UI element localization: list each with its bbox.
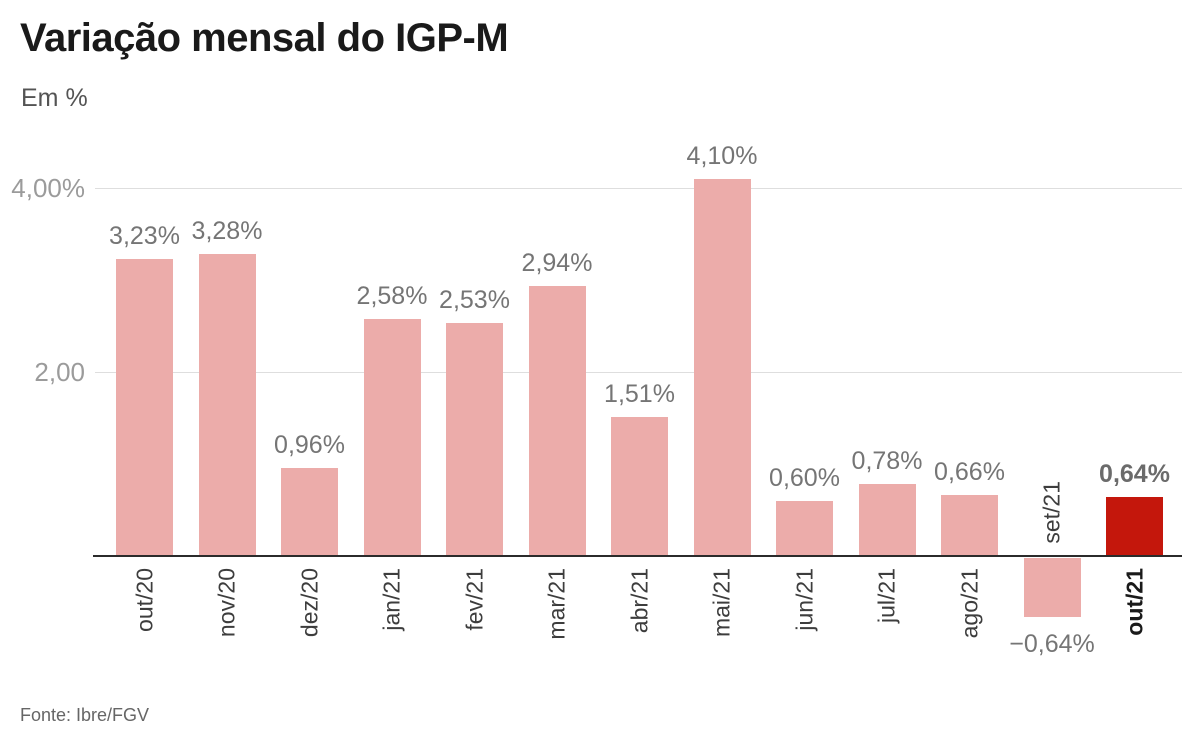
bar-value-label: 0,78% <box>851 447 923 476</box>
y-axis-tick-label: 4,00% <box>11 173 85 203</box>
x-axis-label: fev/21 <box>461 568 487 631</box>
bar-set-21 <box>1023 558 1081 617</box>
bar-value-label: 0,66% <box>934 458 1005 487</box>
bar-out-20 <box>116 258 173 556</box>
bar-value-label: 3,28% <box>191 217 263 246</box>
chart-unit-label: Em % <box>21 84 88 112</box>
bar-abr-21 <box>611 417 668 556</box>
bar-value-label: 2,53% <box>439 286 510 315</box>
bar-dez-20 <box>281 467 338 556</box>
bar-value-label: −0,64% <box>1009 629 1095 658</box>
x-axis-label: jul/21 <box>873 568 900 623</box>
x-axis-label: out/20 <box>131 568 157 632</box>
source-caption: Fonte: Ibre/FGV <box>20 705 150 725</box>
bar-fev-21 <box>446 323 503 556</box>
bar-value-label: 3,23% <box>109 221 180 250</box>
bar-value-label: 2,58% <box>356 281 428 310</box>
bar-value-label: 2,94% <box>521 248 593 277</box>
bar-ago-21 <box>941 495 998 556</box>
x-axis-label: jun/21 <box>791 568 817 631</box>
bar-jun-21 <box>776 500 833 556</box>
bar-nov-20 <box>198 254 256 556</box>
bar-value-label: 0,96% <box>274 430 345 459</box>
x-axis-label: mai/21 <box>708 568 735 638</box>
x-axis-label: nov/20 <box>213 568 240 638</box>
bar-mai-21 <box>693 178 751 556</box>
bar-jan-21 <box>363 318 421 556</box>
y-gridline <box>95 372 1182 373</box>
bar-jul-21 <box>858 484 916 556</box>
x-axis-label: dez/20 <box>296 568 322 638</box>
x-axis-label: set/21 <box>1038 481 1065 544</box>
x-axis-line <box>93 555 1182 557</box>
bar-mar-21 <box>528 285 586 556</box>
x-axis-label: out/21 <box>1121 568 1147 636</box>
bar-out-21 <box>1106 497 1163 556</box>
bar-value-label: 4,10% <box>686 141 758 170</box>
bar-value-label: 0,60% <box>769 463 840 492</box>
bar-value-label: 0,64% <box>1099 460 1170 489</box>
bar-value-label: 1,51% <box>604 380 675 409</box>
x-axis-label: abr/21 <box>626 568 652 634</box>
y-axis-tick-label: 2,00 <box>34 357 85 387</box>
y-gridline <box>95 188 1182 189</box>
x-axis-label: jan/21 <box>378 568 405 631</box>
x-axis-label: mar/21 <box>543 568 570 640</box>
x-axis-label: ago/21 <box>956 568 982 639</box>
chart-title: Variação mensal do IGP-M <box>20 16 509 60</box>
